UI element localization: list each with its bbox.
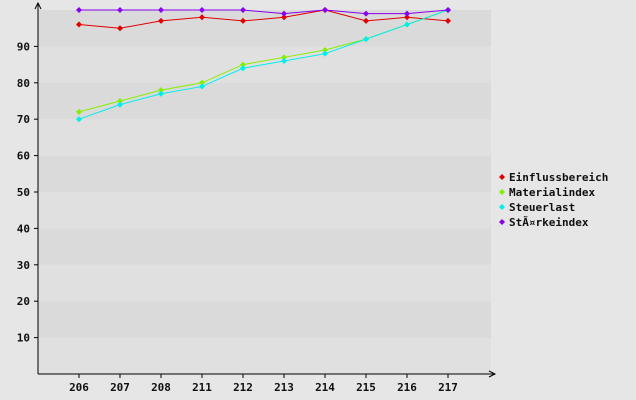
data-point xyxy=(158,87,164,94)
y-tick-label: 90 xyxy=(17,40,30,53)
data-point xyxy=(363,36,369,43)
x-tick-label: 214 xyxy=(315,381,335,394)
data-point xyxy=(117,101,123,108)
x-tick-label: 211 xyxy=(192,381,212,394)
data-point xyxy=(158,17,164,24)
legend-label: Einflussbereich xyxy=(509,171,608,184)
grid-band xyxy=(38,301,491,338)
data-point xyxy=(445,17,451,24)
legend-label: Steuerlast xyxy=(509,201,575,214)
grid-band xyxy=(38,192,491,229)
legend-marker xyxy=(499,204,505,210)
data-point xyxy=(158,90,164,97)
data-point xyxy=(199,14,205,21)
y-tick-label: 50 xyxy=(17,186,30,199)
series-line xyxy=(78,9,449,29)
axes xyxy=(34,1,497,378)
data-point xyxy=(363,17,369,24)
data-point xyxy=(404,14,410,21)
data-point xyxy=(322,7,328,13)
data-point xyxy=(117,98,123,104)
y-tick-label: 70 xyxy=(17,113,30,126)
series-group xyxy=(76,7,451,123)
data-point xyxy=(281,14,287,21)
series-line xyxy=(78,9,449,120)
x-tick-label: 207 xyxy=(110,381,130,394)
data-point xyxy=(322,50,328,57)
data-point xyxy=(322,47,328,54)
y-tick-label: 10 xyxy=(17,332,30,345)
y-axis-ticks: 10 20 30 40 50 60 70 80 90 xyxy=(17,40,38,345)
data-point xyxy=(76,7,82,13)
data-point xyxy=(199,83,205,90)
data-point xyxy=(363,10,369,17)
data-point xyxy=(240,65,246,72)
x-axis-ticks: 206 207 208 211 212 213 214 215 216 217 xyxy=(69,374,458,394)
grid-band xyxy=(38,264,491,302)
grid-band xyxy=(38,228,491,265)
y-axis-arrow xyxy=(34,1,42,10)
data-point xyxy=(404,10,410,17)
y-tick-label: 20 xyxy=(17,295,30,308)
x-tick-label: 215 xyxy=(356,381,376,394)
data-point xyxy=(240,17,246,24)
y-tick-label: 30 xyxy=(17,259,30,272)
grid-band xyxy=(38,119,491,156)
grid-band xyxy=(38,155,491,192)
data-point xyxy=(281,10,287,17)
series-line xyxy=(79,9,449,15)
x-tick-label: 216 xyxy=(397,381,417,394)
x-tick-label: 208 xyxy=(151,381,171,394)
data-point xyxy=(158,7,164,13)
data-point xyxy=(199,7,205,13)
data-point xyxy=(281,57,287,64)
data-point xyxy=(199,79,205,86)
data-point xyxy=(445,7,451,13)
grid-band xyxy=(38,82,491,120)
legend-marker xyxy=(499,189,505,195)
data-point xyxy=(76,21,82,28)
x-axis-arrow xyxy=(488,370,497,378)
grid-band xyxy=(38,10,491,47)
y-tick-label: 60 xyxy=(17,150,30,163)
series-4 xyxy=(76,7,451,17)
x-tick-label: 206 xyxy=(69,381,89,394)
legend-label: StÃ¤rkeindex xyxy=(509,216,589,229)
legend: Einflussbereich Materialindex Steuerlast St… xyxy=(499,171,608,229)
data-point xyxy=(404,21,410,28)
data-point xyxy=(117,25,123,32)
grid-band xyxy=(38,337,491,374)
data-point xyxy=(240,61,246,68)
data-point xyxy=(76,108,82,115)
y-tick-label: 80 xyxy=(17,77,30,90)
x-tick-label: 213 xyxy=(274,381,294,394)
plot-bands xyxy=(38,10,491,374)
data-point xyxy=(117,7,123,13)
x-tick-label: 212 xyxy=(233,381,253,394)
data-point xyxy=(281,54,287,61)
x-tick-label: 217 xyxy=(438,381,458,394)
legend-label: Materialindex xyxy=(509,186,595,199)
data-point xyxy=(240,7,246,13)
data-point xyxy=(76,116,82,123)
legend-marker xyxy=(499,219,505,225)
legend-marker xyxy=(499,174,505,180)
y-tick-label: 40 xyxy=(17,222,30,235)
